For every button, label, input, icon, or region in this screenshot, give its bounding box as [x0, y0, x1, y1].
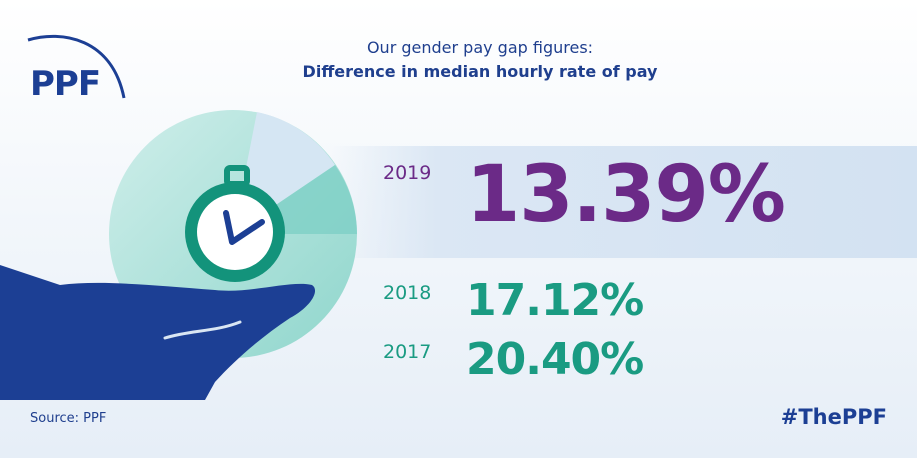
highlight-band: [330, 146, 917, 258]
logo-text: PPF: [30, 64, 101, 104]
hashtag: #ThePPF: [780, 405, 887, 429]
page-title-line2: Difference in median hourly rate of pay: [302, 62, 658, 81]
year-2019-label: 2019: [383, 162, 432, 184]
year-2018-label: 2018: [383, 282, 432, 304]
page-title-line1: Our gender pay gap figures:: [366, 38, 594, 57]
logo-arc-icon: [27, 34, 126, 99]
pay-gap-2017-value: 20.40%: [466, 334, 644, 385]
illustration: [0, 110, 357, 400]
hand-icon: [0, 265, 316, 400]
year-2017-label: 2017: [383, 341, 432, 363]
pay-gap-2019-value: 13.39%: [466, 150, 786, 240]
pay-gap-2018-value: 17.12%: [466, 275, 644, 326]
source-note: Source: PPF: [30, 411, 107, 426]
stopwatch-icon: [185, 165, 285, 282]
